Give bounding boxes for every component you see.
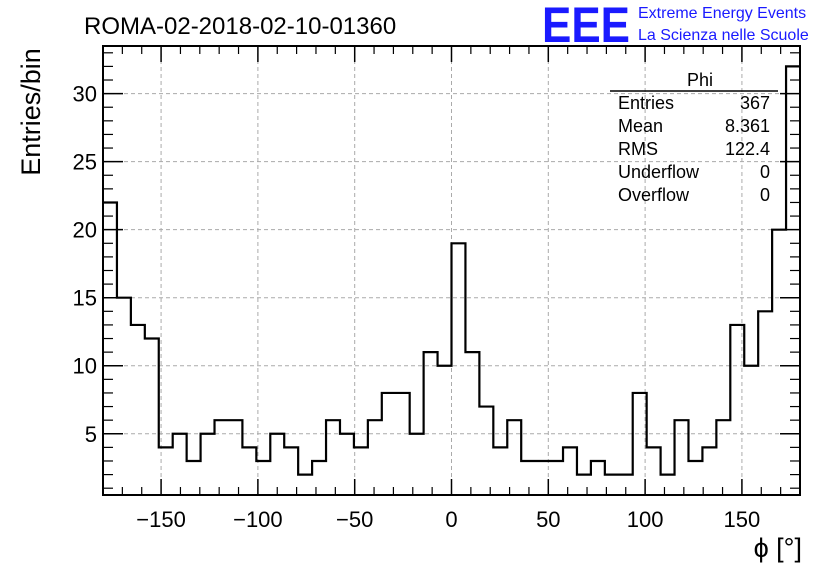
y-axis-label: Entries/bin <box>16 48 46 176</box>
logo-line-2: La Scienza nelle Scuole <box>638 27 809 44</box>
x-tick-label: 150 <box>724 507 761 532</box>
stats-rows: Entries 367 Mean 8.361 RMS 122.4 Underflow 0 Ove… <box>618 93 770 205</box>
x-tick-label: 100 <box>627 507 664 532</box>
eee-logo: EEE Extreme Energy Events La Scienza nel… <box>542 0 809 53</box>
x-axis-ticks: −150 −100 −50 0 50 100 150 <box>121 46 782 532</box>
stats-value: 0 <box>760 185 770 205</box>
stats-value: 367 <box>740 93 770 113</box>
x-tick-label: 50 <box>536 507 560 532</box>
y-axis-ticks: 5 10 15 20 25 30 <box>73 52 800 489</box>
stats-label: Mean <box>618 116 663 136</box>
stats-box: Phi Entries 367 Mean 8.361 RMS 122.4 Underflow… <box>610 70 778 205</box>
stats-value: 8.361 <box>725 116 770 136</box>
y-tick-label: 20 <box>73 218 97 243</box>
y-tick-label: 25 <box>73 150 97 175</box>
stats-value: 122.4 <box>725 139 770 159</box>
stats-label: Overflow <box>618 185 690 205</box>
x-tick-label: −100 <box>233 507 283 532</box>
y-tick-label: 30 <box>73 82 97 107</box>
stats-label: Entries <box>618 93 674 113</box>
x-tick-label: −50 <box>336 507 373 532</box>
x-tick-label: 0 <box>445 507 457 532</box>
stats-title: Phi <box>687 70 713 90</box>
stats-label: RMS <box>618 139 658 159</box>
x-axis-label: ϕ [°] <box>754 533 802 563</box>
y-tick-label: 15 <box>73 286 97 311</box>
y-tick-label: 10 <box>73 354 97 379</box>
x-tick-label: −150 <box>136 507 186 532</box>
y-tick-label: 5 <box>85 422 97 447</box>
eee-logo-text: EEE <box>542 0 630 53</box>
stats-label: Underflow <box>618 162 700 182</box>
chart-title: ROMA-02-2018-02-10-01360 <box>84 13 396 40</box>
logo-line-1: Extreme Energy Events <box>638 5 806 22</box>
stats-value: 0 <box>760 162 770 182</box>
histogram-step-line <box>103 65 800 476</box>
